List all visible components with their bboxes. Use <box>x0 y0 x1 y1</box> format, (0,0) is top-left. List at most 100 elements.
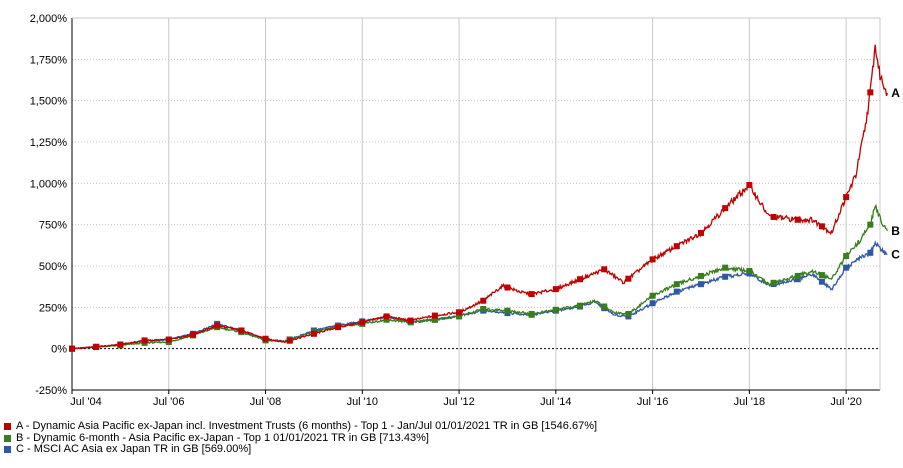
legend: A - Dynamic Asia Pacific ex-Japan incl. … <box>4 420 598 456</box>
series-marker-a <box>189 331 196 338</box>
series-marker-a <box>141 337 148 344</box>
y-tick-label: 1,250% <box>30 137 68 149</box>
series-marker-a <box>843 194 850 201</box>
x-tick-label: Jul '18 <box>734 396 765 408</box>
series-marker-a <box>722 205 729 212</box>
series-marker-a <box>214 322 221 329</box>
series-markers <box>69 89 874 352</box>
y-tick-label: -250% <box>35 385 67 397</box>
legend-item-c: C - MSCI AC Asia ex Japan TR in GB [569.… <box>4 443 597 456</box>
series-marker-a <box>746 181 753 188</box>
axes <box>71 17 881 394</box>
series-marker-b <box>480 305 487 312</box>
series-marker-a <box>238 327 245 334</box>
series-marker-b <box>697 272 704 279</box>
series-marker-a <box>383 313 390 320</box>
series-marker-c <box>867 249 874 256</box>
legend-swatch-c <box>4 446 11 454</box>
series-marker-a <box>818 223 825 230</box>
series-lines <box>71 44 888 350</box>
legend-label-b: B - Dynamic 6-month - Asia Pacific ex-Ja… <box>16 431 429 444</box>
series-marker-a <box>456 309 463 316</box>
series-marker-a <box>310 330 317 337</box>
y-tick-label: 750% <box>39 220 67 232</box>
series-end-label-b: B <box>891 224 900 238</box>
series-marker-a <box>407 317 414 324</box>
series-marker-a <box>165 336 172 343</box>
series-marker-b <box>843 253 850 260</box>
x-tick-label: Jul '12 <box>443 396 474 408</box>
series-line-b <box>71 204 888 350</box>
series-marker-b <box>818 272 825 279</box>
series-marker-c <box>818 278 825 285</box>
series-marker-b <box>673 281 680 288</box>
series-marker-a <box>335 324 342 331</box>
series-marker-a <box>673 243 680 250</box>
legend-item-b: B - Dynamic 6-month - Asia Pacific ex-Ja… <box>4 431 597 445</box>
series-marker-c <box>722 273 729 280</box>
series-marker-c <box>794 276 801 283</box>
series-marker-b <box>746 267 753 274</box>
series-marker-b <box>601 303 608 310</box>
series-marker-c <box>697 281 704 288</box>
series-marker-b <box>625 310 632 317</box>
series-marker-b <box>794 272 801 279</box>
series-marker-c <box>673 288 680 295</box>
series-marker-a <box>625 275 632 282</box>
series-marker-c <box>649 300 656 307</box>
series-end-label-a: A <box>891 86 900 100</box>
legend-label-c: C - MSCI AC Asia ex Japan TR in GB [569.… <box>16 443 252 455</box>
series-marker-b <box>867 221 874 228</box>
series-marker-b <box>552 306 559 313</box>
y-tick-label: 1,500% <box>30 96 68 108</box>
series-marker-b <box>528 310 535 317</box>
series-marker-b <box>431 316 438 323</box>
series-marker-a <box>649 256 656 263</box>
x-tick-label: Jul '16 <box>637 396 668 408</box>
legend-label-a: A - Dynamic Asia Pacific ex-Japan incl. … <box>16 420 598 432</box>
series-marker-a <box>528 291 535 298</box>
series-marker-a <box>867 89 874 96</box>
series-marker-a <box>286 337 293 344</box>
y-tick-label: 1,000% <box>30 178 68 190</box>
series-marker-a <box>770 213 777 220</box>
y-tick-label: 250% <box>39 302 67 314</box>
series-marker-a <box>601 266 608 273</box>
series-marker-b <box>770 279 777 286</box>
series-end-labels: CB A <box>891 86 900 262</box>
legend-swatch-b <box>4 434 11 442</box>
series-marker-a <box>117 341 124 348</box>
x-tick-label: Jul '14 <box>540 396 571 408</box>
series-marker-b <box>456 313 463 320</box>
legend-item-a: A - Dynamic Asia Pacific ex-Japan incl. … <box>4 420 598 433</box>
series-marker-a <box>794 216 801 223</box>
tick-labels: 2,000% 1,750% 1,500% 1,250% 1,000% 750% 500% 25… <box>30 13 862 408</box>
x-tick-label: Jul '10 <box>347 396 378 408</box>
series-marker-a <box>69 345 75 352</box>
y-tick-label: 1,750% <box>30 54 68 66</box>
series-marker-a <box>262 335 269 342</box>
series-marker-b <box>383 316 390 323</box>
series-marker-b <box>577 302 584 309</box>
y-tick-label: 2,000% <box>30 13 68 25</box>
series-marker-a <box>697 229 704 236</box>
series-marker-b <box>722 264 729 271</box>
series-end-label-c: C <box>891 248 900 262</box>
x-tick-label: Jul '04 <box>70 396 101 408</box>
grid-lines <box>72 17 880 391</box>
legend-swatch-a <box>4 423 11 431</box>
x-tick-label: Jul '06 <box>153 396 184 408</box>
series-marker-a <box>480 297 487 304</box>
series-marker-a <box>504 284 511 291</box>
series-marker-b <box>649 292 656 299</box>
series-marker-a <box>359 319 366 326</box>
y-tick-label: 0% <box>51 344 67 356</box>
x-tick-label: Jul '20 <box>830 396 861 408</box>
series-marker-c <box>843 264 850 271</box>
series-marker-a <box>577 276 584 283</box>
series-marker-a <box>93 344 100 351</box>
x-tick-label: Jul '08 <box>250 396 281 408</box>
series-marker-b <box>504 307 511 314</box>
y-tick-label: 500% <box>39 261 67 273</box>
